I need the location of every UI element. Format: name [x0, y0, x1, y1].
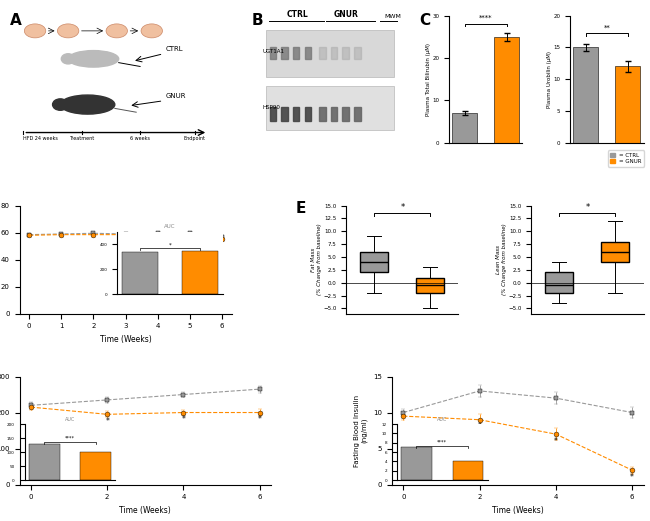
Text: C: C — [420, 13, 431, 28]
Bar — [573, 47, 599, 143]
Text: 6 weeks: 6 weeks — [130, 136, 150, 141]
Text: Endpoint: Endpoint — [183, 136, 205, 141]
Bar — [494, 37, 519, 143]
Y-axis label: Plasma Urobilin (μM): Plasma Urobilin (μM) — [547, 51, 552, 108]
Text: ****: **** — [479, 15, 493, 21]
Ellipse shape — [53, 99, 68, 110]
Bar — [270, 47, 276, 59]
Ellipse shape — [68, 51, 119, 67]
Text: GNUR: GNUR — [333, 10, 359, 19]
Text: *: * — [630, 473, 634, 482]
Bar — [281, 47, 288, 59]
Bar — [266, 30, 394, 77]
Bar — [266, 85, 394, 130]
Ellipse shape — [61, 54, 75, 64]
Text: *: * — [554, 437, 558, 446]
Ellipse shape — [60, 95, 115, 114]
Text: CTRL: CTRL — [165, 46, 183, 52]
Bar — [343, 107, 349, 121]
Bar — [319, 47, 326, 59]
Bar — [319, 107, 326, 121]
Y-axis label: Fasting Blood Insulin
(ng/ml): Fasting Blood Insulin (ng/ml) — [354, 394, 368, 467]
Text: *: * — [585, 203, 590, 212]
Bar — [452, 113, 477, 143]
Bar — [281, 107, 288, 121]
Y-axis label: Fat Mass
(% Change from baseline): Fat Mass (% Change from baseline) — [311, 224, 322, 295]
Text: A: A — [10, 13, 21, 28]
Text: B: B — [252, 13, 263, 28]
Text: UGT1A1: UGT1A1 — [263, 48, 285, 54]
PathPatch shape — [417, 278, 445, 293]
Circle shape — [24, 24, 46, 38]
X-axis label: Time (Weeks): Time (Weeks) — [99, 335, 151, 344]
Y-axis label: Lean Mass
(% Change from baseline): Lean Mass (% Change from baseline) — [496, 224, 507, 295]
Bar — [331, 107, 337, 121]
Text: Treatment: Treatment — [69, 136, 94, 141]
Y-axis label: Plasma Total Bilirubin (μM): Plasma Total Bilirubin (μM) — [426, 43, 431, 116]
Bar — [270, 107, 276, 121]
Text: **: ** — [603, 25, 610, 31]
Text: *: * — [105, 417, 109, 426]
PathPatch shape — [545, 272, 573, 293]
Text: E: E — [296, 201, 306, 216]
Bar — [615, 67, 640, 143]
X-axis label: Time (Weeks): Time (Weeks) — [120, 506, 171, 515]
Bar — [343, 47, 349, 59]
Circle shape — [57, 24, 79, 38]
PathPatch shape — [601, 242, 629, 262]
Text: *: * — [258, 415, 261, 424]
Circle shape — [106, 24, 127, 38]
Bar — [293, 47, 300, 59]
Bar — [293, 107, 300, 121]
X-axis label: Time (Weeks): Time (Weeks) — [492, 506, 543, 515]
PathPatch shape — [360, 252, 389, 272]
Text: *: * — [478, 423, 482, 431]
Bar — [304, 107, 311, 121]
Legend: = CTRL, = GNUR: = CTRL, = GNUR — [608, 151, 644, 167]
Text: *: * — [400, 203, 404, 212]
Text: HFD 24 weeks: HFD 24 weeks — [23, 136, 58, 141]
Bar — [354, 47, 361, 59]
Text: GNUR: GNUR — [165, 93, 186, 99]
Bar — [354, 107, 361, 121]
Bar — [331, 47, 337, 59]
Text: HSP90: HSP90 — [263, 105, 281, 109]
Bar — [304, 47, 311, 59]
Text: MWM: MWM — [384, 15, 401, 19]
Circle shape — [141, 24, 162, 38]
Text: CTRL: CTRL — [287, 10, 309, 19]
Text: *: * — [181, 415, 185, 424]
